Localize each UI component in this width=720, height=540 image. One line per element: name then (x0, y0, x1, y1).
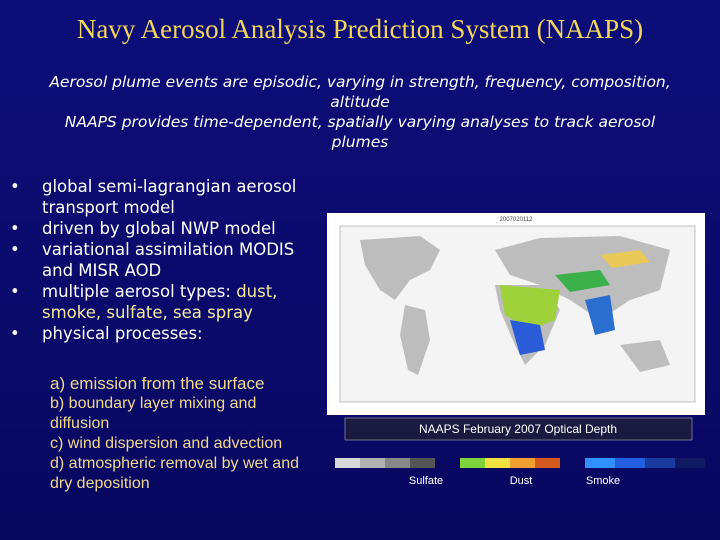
colorbar (335, 458, 705, 468)
dust-plume (600, 250, 650, 268)
bullet: variational assimilation MODIS and MISR … (0, 239, 320, 281)
bullet-text: variational assimilation MODIS and MISR … (42, 240, 295, 280)
process-item: c) wind dispersion and advection (50, 435, 283, 452)
caption: NAAPS February 2007 Optical Depth (419, 422, 617, 436)
bullet: global semi-lagrangian aerosol transport… (0, 176, 320, 218)
bullet-text: physical processes: (42, 324, 203, 343)
process-list: a) emission from the surface b) boundary … (50, 374, 320, 494)
map-date: 2007020112 (500, 217, 534, 223)
dust-plume (500, 285, 560, 330)
bullet-text: multiple aerosol types: (42, 282, 237, 301)
smoke-plume (585, 295, 615, 335)
slide-title: Navy Aerosol Analysis Prediction System … (76, 14, 644, 44)
bullet-list: global semi-lagrangian aerosol transport… (0, 176, 320, 344)
subtitle-line: Aerosol plume events are episodic, varyi… (49, 73, 671, 111)
bullet-highlight: dust, smoke, sulfate, sea spray (42, 282, 278, 322)
process-item: d) atmospheric removal by wet and dry de… (50, 455, 299, 492)
subtitle-line: NAAPS provides time-dependent, spatially… (64, 113, 656, 151)
legend-label: Sulfate (409, 475, 443, 487)
dust-plume (555, 270, 610, 292)
legend-label: Smoke (586, 475, 620, 487)
bullet-text: driven by global NWP model (42, 219, 276, 238)
process-item: a) emission from the surface (50, 374, 265, 393)
smoke-plume (510, 320, 545, 355)
bullet: driven by global NWP model (0, 218, 320, 239)
bullet-text: global semi-lagrangian aerosol transport… (42, 177, 297, 217)
bullet: physical processes: (0, 323, 320, 344)
subtitle: Aerosol plume events are episodic, varyi… (40, 72, 680, 152)
legend-label: Dust (510, 475, 533, 487)
process-item: b) boundary layer mixing and diffusion (50, 395, 257, 432)
caption-box (344, 417, 693, 441)
bullet: multiple aerosol types: dust, smoke, sul… (0, 281, 320, 323)
